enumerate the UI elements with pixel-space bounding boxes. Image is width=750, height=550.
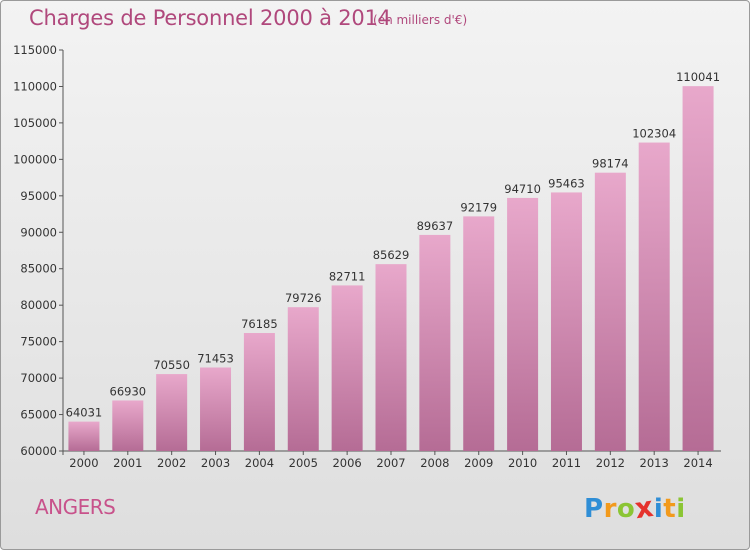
bar — [375, 264, 407, 451]
logo-letter: i — [653, 494, 664, 524]
data-label: 64031 — [66, 406, 103, 420]
bar — [287, 307, 319, 451]
x-tick-label: 2005 — [289, 456, 318, 470]
x-tick-label: 2008 — [420, 456, 449, 470]
bar — [507, 197, 539, 451]
bar — [638, 142, 670, 452]
bar — [243, 332, 275, 451]
x-tick-label: 2001 — [113, 456, 142, 470]
data-label: 82711 — [329, 269, 366, 283]
bar — [419, 234, 451, 451]
logo-letter: r — [603, 494, 617, 524]
data-label: 95463 — [548, 176, 585, 190]
bar — [550, 192, 582, 451]
data-label: 70550 — [153, 358, 190, 372]
y-tick-label: 110000 — [13, 79, 57, 93]
x-tick-label: 2010 — [508, 456, 537, 470]
logo-letter: x — [633, 489, 657, 526]
x-tick-label: 2000 — [69, 456, 98, 470]
x-tick-label: 2011 — [552, 456, 581, 470]
y-tick-label: 100000 — [13, 152, 57, 166]
y-tick-label: 60000 — [20, 444, 57, 458]
y-tick-label: 65000 — [20, 408, 57, 422]
proxiti-logo: Proxiti — [584, 489, 686, 526]
bar — [112, 400, 144, 451]
x-tick-label: 2014 — [683, 456, 712, 470]
x-tick-label: 2007 — [376, 456, 405, 470]
data-label: 79726 — [285, 291, 322, 305]
chart-title: Charges de Personnel 2000 à 2014 — [29, 6, 391, 30]
bar — [68, 421, 100, 451]
y-tick-label: 75000 — [20, 335, 57, 349]
logo-letter: P — [584, 494, 604, 524]
chart-subtitle: (en milliers d'€) — [373, 13, 468, 27]
x-tick-label: 2004 — [245, 456, 274, 470]
bar — [594, 172, 626, 452]
x-tick-label: 2003 — [201, 456, 230, 470]
bar — [156, 374, 188, 451]
logo-letter: o — [616, 494, 636, 524]
data-label: 71453 — [197, 351, 234, 365]
data-label: 66930 — [110, 384, 147, 398]
x-tick-label: 2006 — [332, 456, 361, 470]
data-label: 102304 — [632, 127, 676, 141]
y-tick-label: 85000 — [20, 262, 57, 276]
data-label: 110041 — [676, 70, 720, 84]
bar — [682, 86, 714, 452]
y-tick-label: 115000 — [13, 43, 57, 57]
y-tick-label: 95000 — [20, 189, 57, 203]
x-tick-label: 2009 — [464, 456, 493, 470]
data-label: 76185 — [241, 317, 278, 331]
data-label: 94710 — [504, 182, 541, 196]
y-tick-label: 70000 — [20, 371, 57, 385]
data-label: 98174 — [592, 157, 629, 171]
x-tick-label: 2012 — [596, 456, 625, 470]
bar — [463, 216, 495, 451]
data-label: 89637 — [417, 219, 454, 233]
city-label: ANGERS — [35, 495, 116, 519]
x-tick-label: 2002 — [157, 456, 186, 470]
y-tick-label: 90000 — [20, 225, 57, 239]
y-tick-label: 105000 — [13, 116, 57, 130]
y-tick-label: 80000 — [20, 298, 57, 312]
logo-letter: t — [663, 494, 677, 524]
x-tick-label: 2013 — [640, 456, 669, 470]
data-label: 85629 — [373, 248, 410, 262]
data-label: 92179 — [460, 200, 497, 214]
bar — [331, 285, 363, 451]
logo-letter: i — [676, 494, 686, 524]
bar — [200, 367, 232, 451]
